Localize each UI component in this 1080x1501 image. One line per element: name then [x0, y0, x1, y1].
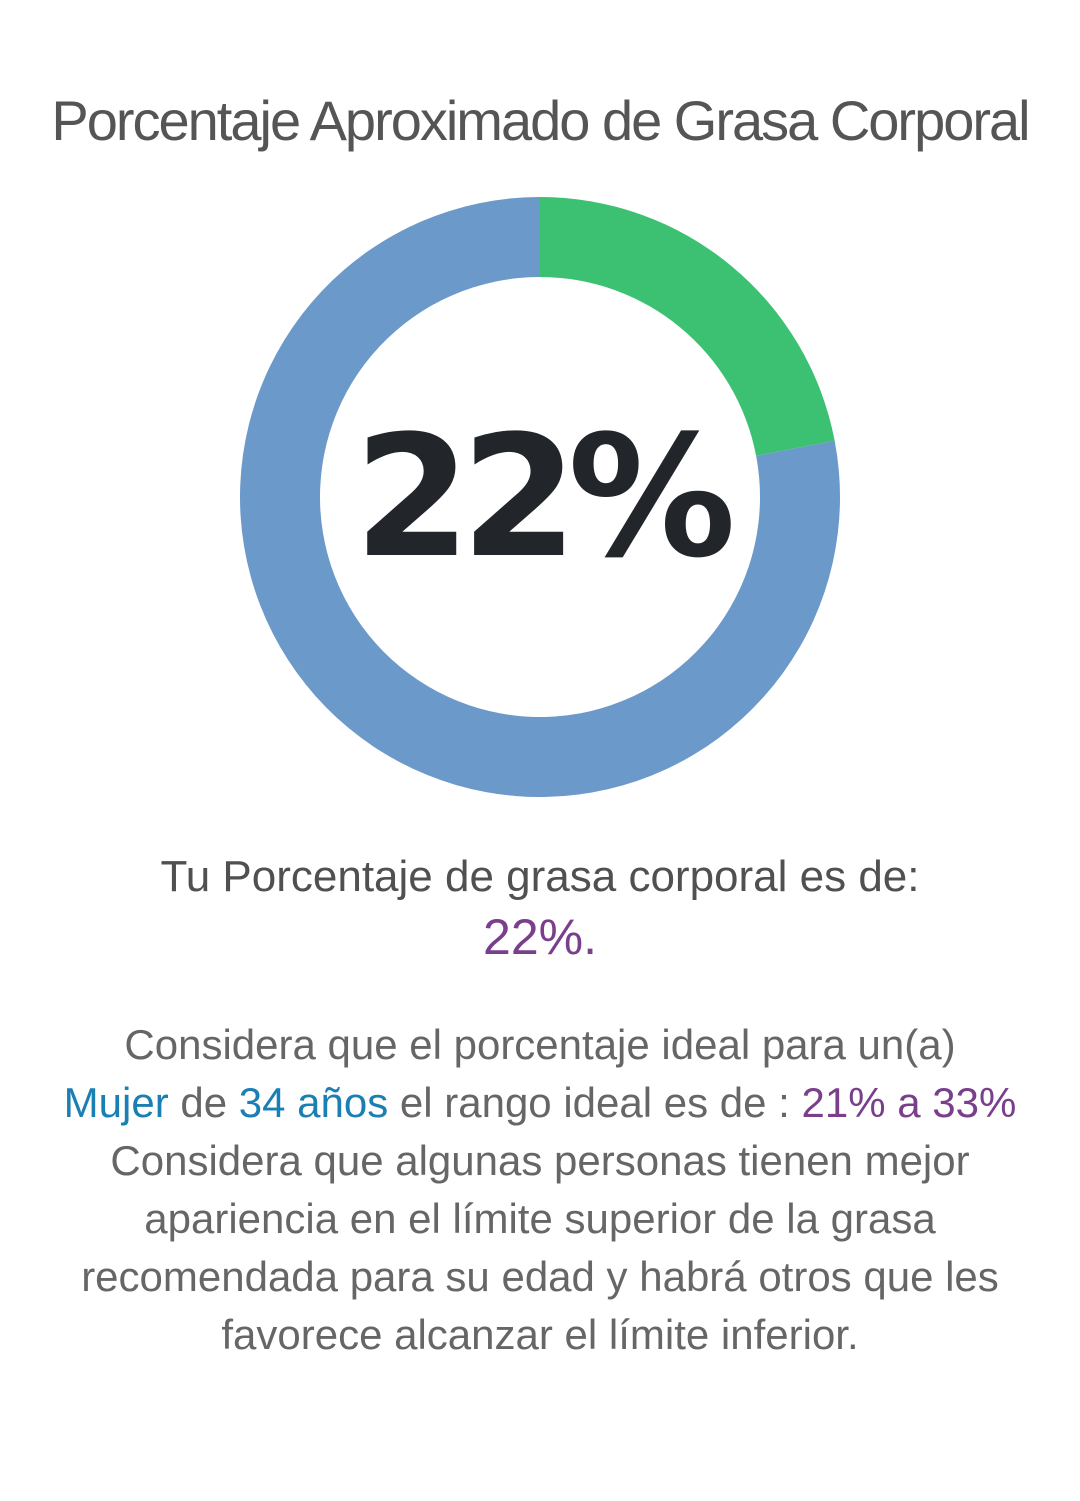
info-note: Considera que algunas personas tienen me…	[81, 1137, 999, 1358]
ideal-range: 21% a 33%	[801, 1079, 1017, 1126]
page-title: Porcentaje Aproximado de Grasa Corporal	[51, 89, 1030, 152]
donut-slice-grasa	[540, 197, 835, 456]
gender-value: Mujer	[63, 1079, 169, 1126]
chart-center-value: 22%	[353, 399, 736, 595]
age-value: 34 años	[238, 1079, 389, 1126]
info-line1: Considera que el porcentaje ideal para u…	[124, 1021, 956, 1068]
result-label: Tu Porcentaje de grasa corporal es de:	[160, 852, 920, 901]
result-value: 22%.	[483, 909, 597, 965]
range-intro: el rango ideal es de :	[399, 1079, 790, 1126]
donut-chart: 22%	[239, 196, 841, 798]
donut-svg	[240, 197, 841, 798]
info-connector: de	[180, 1079, 228, 1126]
info-paragraph: Considera que el porcentaje ideal para u…	[50, 1016, 1030, 1364]
result-block: Tu Porcentaje de grasa corporal es de: 2…	[0, 848, 1080, 968]
